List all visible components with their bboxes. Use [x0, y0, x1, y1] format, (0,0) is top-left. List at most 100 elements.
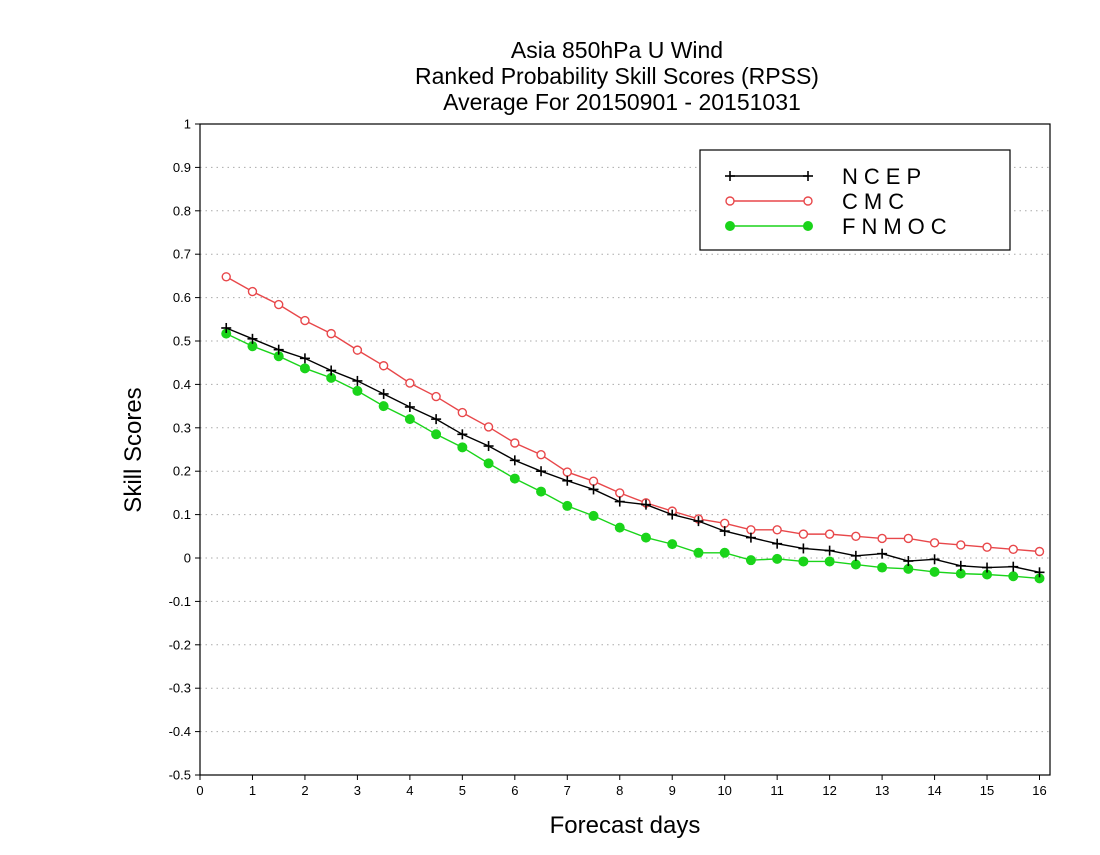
fnmoc-point: [536, 486, 547, 497]
ncep-point: [1034, 567, 1045, 578]
fnmoc-point: [614, 522, 625, 533]
cmc-point: [615, 488, 625, 498]
y-tick-label: 0.2: [173, 464, 191, 479]
y-tick-label: 0.1: [173, 507, 191, 522]
ncep-point: [850, 550, 861, 561]
cmc-point: [877, 533, 887, 544]
series-cmc: [221, 272, 1045, 557]
cmc-point: [326, 328, 336, 339]
cmc-point: [378, 361, 389, 371]
ncep-point: [483, 441, 494, 452]
cmc-point: [221, 272, 231, 282]
legend-label-ncep: NCEP: [842, 164, 927, 189]
cmc-point: [588, 476, 599, 486]
cmc-point: [798, 529, 809, 539]
ncep-point: [378, 388, 389, 399]
chart-title-line-2: Ranked Probability Skill Scores (RPSS): [415, 63, 819, 89]
chart-title-line-3: Average For 20150901 - 20151031: [443, 89, 801, 115]
x-tick-label: 12: [822, 783, 836, 798]
ncep-point: [640, 499, 651, 510]
ncep-point: [798, 543, 809, 554]
y-tick-label: 0.6: [173, 290, 191, 305]
cmc-point: [247, 286, 258, 297]
ncep-point: [955, 560, 966, 571]
legend-marker-start-fnmoc: [725, 221, 735, 231]
fnmoc-point: [798, 556, 809, 567]
ncep-point: [1008, 561, 1019, 572]
fnmoc-point: [772, 553, 783, 564]
cmc-point: [483, 422, 494, 432]
cmc-point: [274, 299, 284, 310]
ncep-point: [404, 401, 415, 412]
x-tick-label: 13: [875, 783, 889, 798]
ncep-point: [772, 538, 783, 549]
fnmoc-point: [378, 401, 389, 412]
x-axis-label: Forecast days: [550, 812, 701, 839]
x-tick-label: 15: [980, 783, 994, 798]
ncep-point: [877, 548, 888, 559]
y-tick-label: 0.9: [173, 160, 191, 175]
legend-marker-start-cmc: [725, 196, 735, 206]
legend-label-cmc: CMC: [842, 189, 910, 214]
y-tick-label: 0.4: [173, 377, 191, 392]
y-tick-label: -0.4: [169, 724, 191, 739]
fnmoc-point: [404, 414, 415, 425]
cmc-point: [536, 450, 546, 460]
y-axis-label: Skill Scores: [120, 387, 147, 512]
legend-marker-start-ncep: [725, 171, 735, 181]
x-tick-label: 16: [1032, 783, 1046, 798]
y-tick-label: 0.5: [173, 334, 191, 349]
fnmoc-point: [509, 473, 520, 484]
legend-marker-end-fnmoc: [803, 221, 813, 231]
cmc-point: [1008, 544, 1018, 555]
cmc-point: [457, 407, 468, 418]
ncep-point: [719, 526, 730, 537]
x-tick-label: 7: [564, 783, 571, 798]
y-tick-label: 0.7: [173, 247, 191, 262]
ncep-point: [326, 365, 337, 376]
ncep-point: [562, 475, 573, 486]
x-tick-label: 5: [459, 783, 466, 798]
y-tick-label: 0: [184, 551, 191, 566]
series-layer: [221, 272, 1045, 584]
cmc-point: [352, 345, 363, 355]
cmc-point: [956, 540, 966, 550]
ncep-point: [273, 344, 284, 355]
y-tick-label: 1: [184, 117, 191, 132]
ncep-point: [221, 322, 232, 333]
x-tick-label: 11: [770, 783, 784, 798]
cmc-point: [562, 467, 572, 477]
fnmoc-point: [929, 566, 940, 577]
fnmoc-point: [299, 363, 310, 374]
fnmoc-point: [745, 555, 756, 566]
fnmoc-point: [693, 547, 704, 558]
ncep-point: [982, 562, 993, 573]
legend-item-cmc: CMC: [725, 189, 910, 214]
ncep-line: [225, 327, 1040, 574]
ncep-point: [745, 532, 756, 543]
fnmoc-point: [483, 458, 494, 469]
ncep-point: [247, 333, 258, 344]
fnmoc-point: [824, 556, 835, 567]
chart-title-line-1: Asia 850hPa U Wind: [511, 37, 723, 63]
legend-item-fnmoc: FNMOC: [725, 214, 947, 239]
x-tick-label: 14: [927, 783, 941, 798]
ncep-point: [509, 455, 520, 466]
x-tick-label: 1: [249, 783, 256, 798]
x-tick-label: 0: [196, 783, 203, 798]
fnmoc-point: [1008, 571, 1019, 582]
x-tick-label: 6: [511, 783, 518, 798]
x-tick-label: 10: [717, 783, 731, 798]
plot-frame: [199, 123, 1051, 776]
ncep-point: [824, 545, 835, 556]
ncep-point: [457, 429, 468, 440]
ncep-point: [903, 556, 914, 567]
x-tick-label: 4: [406, 783, 413, 798]
ncep-point: [299, 353, 310, 364]
y-tick-label: -0.5: [169, 768, 191, 783]
legend-item-ncep: NCEP: [725, 164, 927, 189]
fnmoc-point: [719, 547, 730, 558]
